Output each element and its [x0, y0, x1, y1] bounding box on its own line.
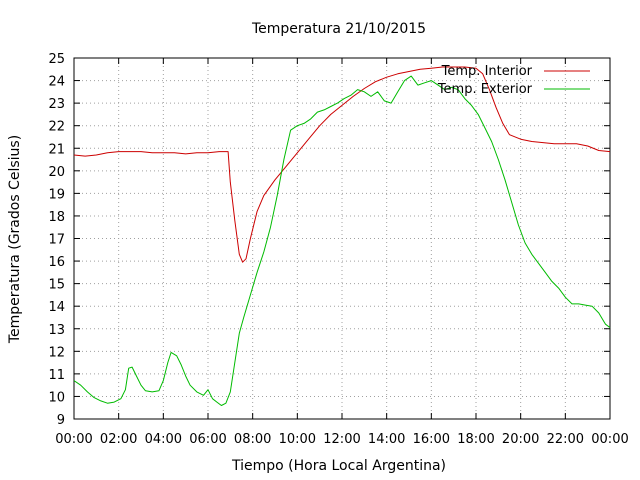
y-tick-label: 17 — [48, 233, 65, 248]
chart-title: Temperatura 21/10/2015 — [251, 21, 426, 37]
y-tick-label: 16 — [48, 255, 65, 270]
x-tick-label: 14:00 — [368, 432, 405, 447]
x-tick-label: 06:00 — [189, 432, 226, 447]
y-tick-label: 22 — [48, 120, 65, 135]
x-tick-label: 08:00 — [234, 432, 271, 447]
y-tick-label: 11 — [48, 368, 65, 383]
series-line-1 — [73, 75, 611, 406]
y-tick-label: 19 — [48, 187, 65, 202]
series-lines — [73, 66, 611, 406]
y-tick-label: 23 — [48, 97, 65, 112]
axis-ticks — [73, 57, 611, 420]
y-tick-labels: 9 10 11 12 13 14 15 16 17 18 19 20 21 22 23 24 25 — [48, 52, 65, 428]
x-tick-label: 10:00 — [279, 432, 316, 447]
x-tick-label: 18:00 — [457, 432, 494, 447]
x-tick-label: 02:00 — [100, 432, 137, 447]
y-tick-label: 13 — [48, 323, 65, 338]
y-tick-label: 24 — [48, 75, 65, 90]
y-tick-label: 12 — [48, 345, 65, 360]
x-tick-label: 22:00 — [547, 432, 584, 447]
x-tick-label: 00:00 — [591, 432, 628, 447]
y-tick-label: 18 — [48, 210, 65, 225]
x-axis-label: Tiempo (Hora Local Argentina) — [231, 458, 446, 474]
y-tick-label: 25 — [48, 52, 65, 67]
x-tick-label: 04:00 — [145, 432, 182, 447]
legend-label-exterior: Temp. Exterior — [437, 82, 533, 97]
x-tick-label: 20:00 — [502, 432, 539, 447]
y-tick-label: 15 — [48, 278, 65, 293]
y-tick-label: 21 — [48, 142, 65, 157]
x-tick-labels: 00:00 02:00 04:00 06:00 08:00 10:00 12:00 14:00… — [55, 432, 628, 447]
y-tick-label: 9 — [57, 413, 65, 428]
y-tick-label: 14 — [48, 300, 65, 315]
grid-lines — [74, 58, 610, 419]
x-tick-label: 12:00 — [323, 432, 360, 447]
y-tick-label: 10 — [48, 390, 65, 405]
x-tick-label: 16:00 — [413, 432, 450, 447]
legend-label-interior: Temp. Interior — [441, 64, 533, 79]
series-line-0 — [73, 66, 611, 263]
y-tick-label: 20 — [48, 165, 65, 180]
x-tick-label: 00:00 — [55, 432, 92, 447]
legend: Temp. Interior Temp. Exterior — [437, 64, 590, 97]
y-axis-label: Temperatura (Grados Celsius) — [7, 135, 23, 344]
